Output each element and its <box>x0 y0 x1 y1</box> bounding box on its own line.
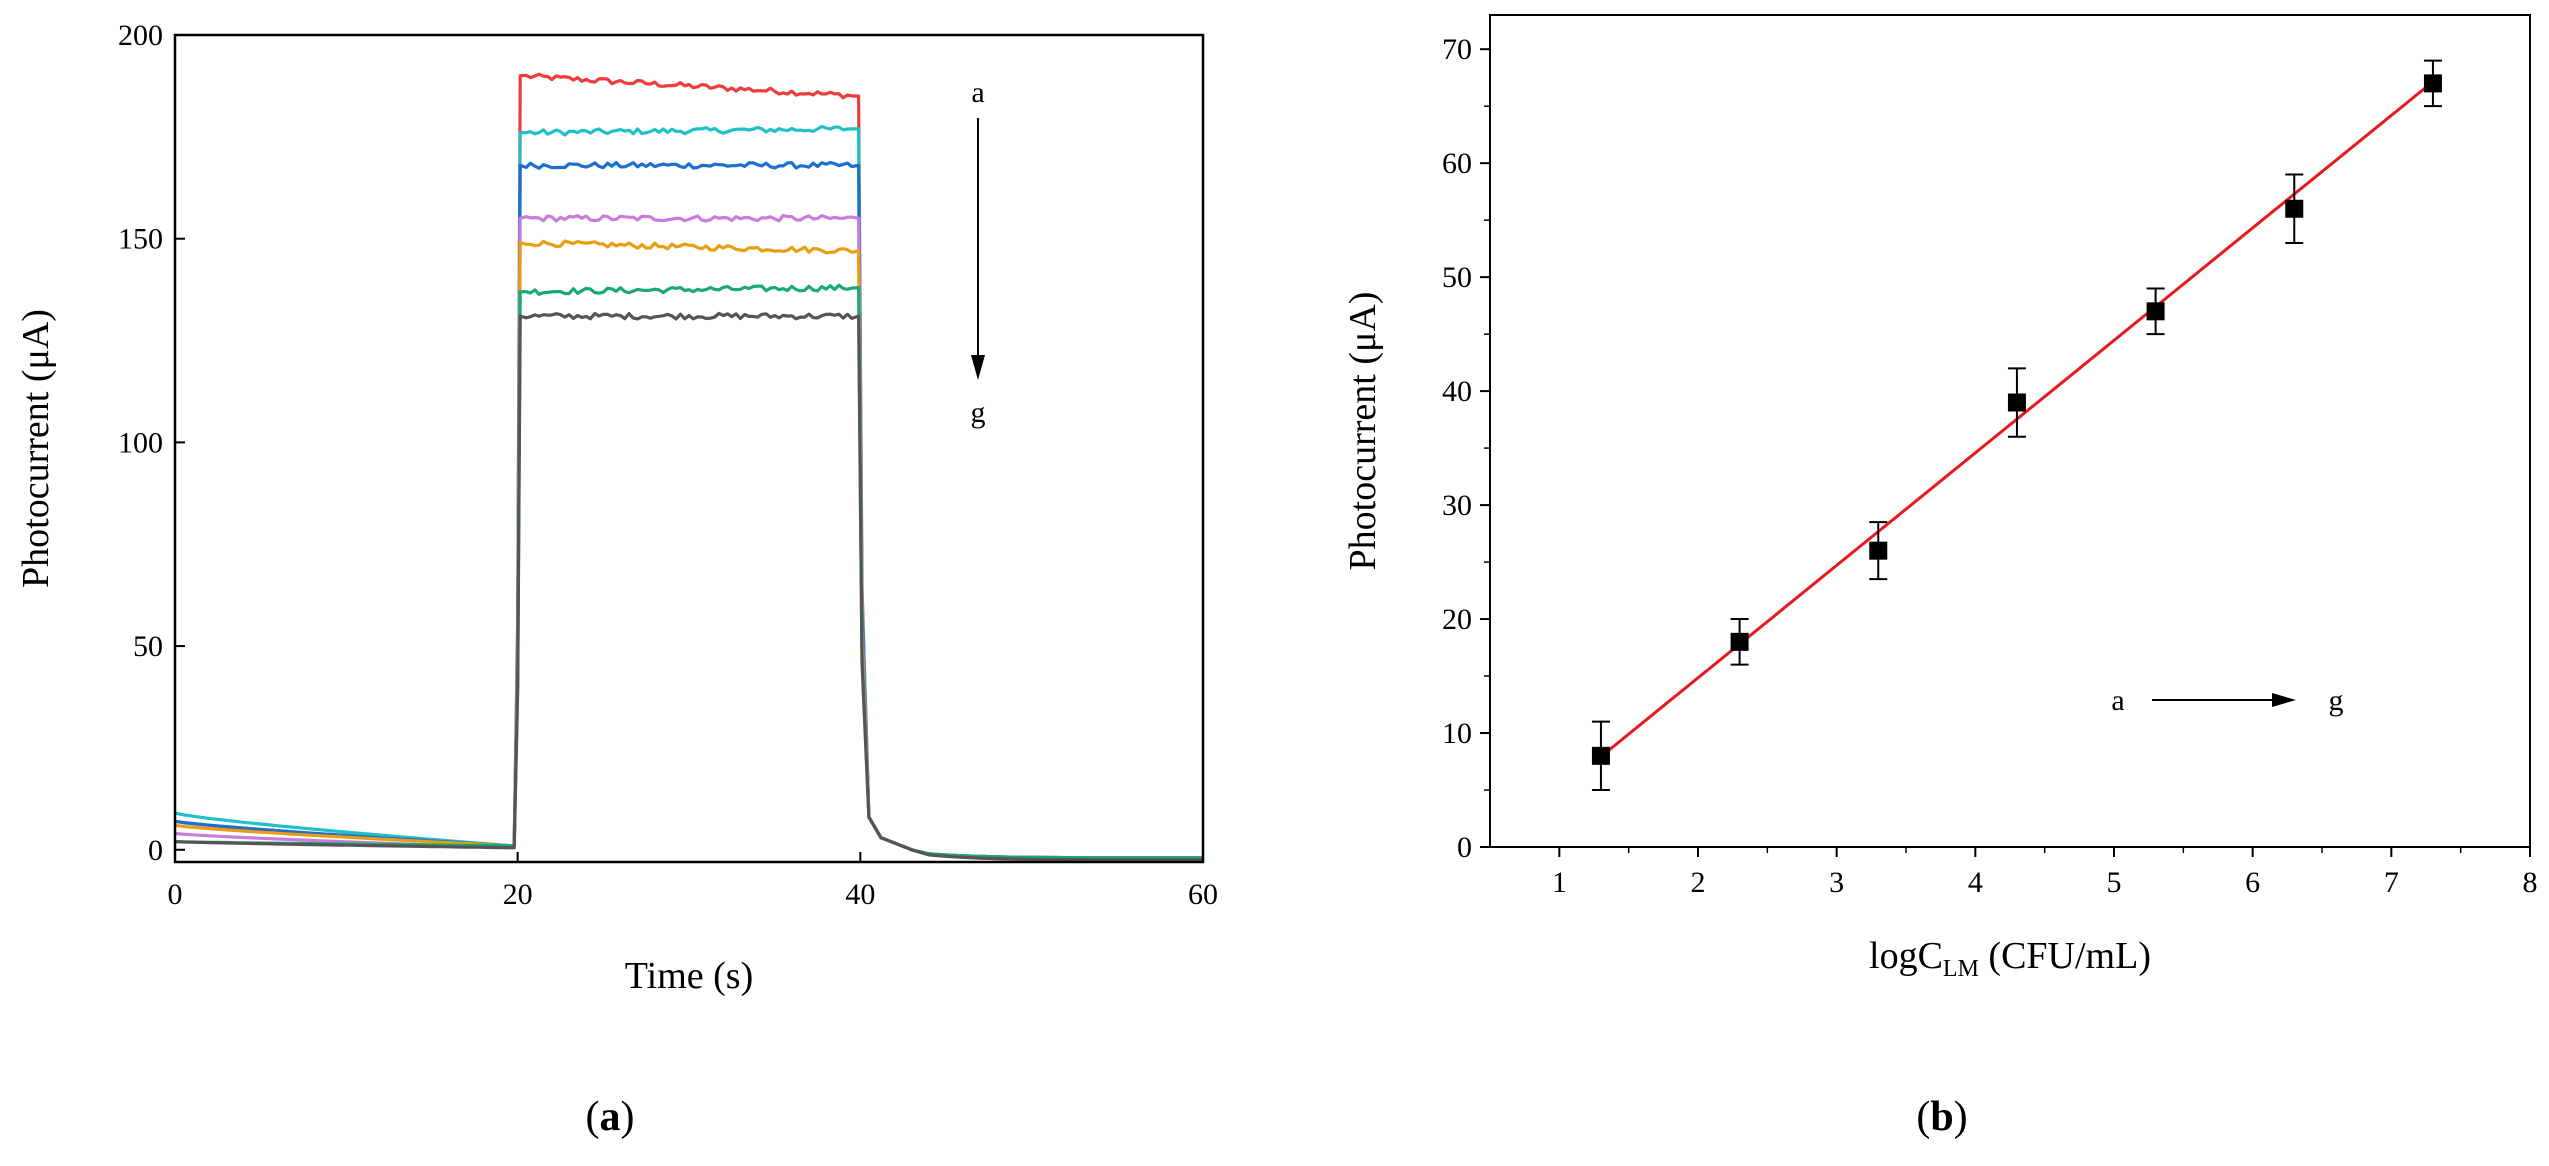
chart-b-ticks: 1 2 3 4 5 6 7 8 0 10 20 30 40 50 60 70 <box>1442 33 2538 899</box>
panel-a-label-open: ( <box>586 1094 600 1140</box>
chart-a-x-tick-label: 40 <box>845 878 875 911</box>
chart-b-data-point <box>2007 393 2026 412</box>
chart-a-x-tick-label: 0 <box>168 878 183 911</box>
chart-b-x-tick-label: 5 <box>2107 866 2122 899</box>
panel-a-label-close: ) <box>621 1094 635 1140</box>
chart-a-series-4-line <box>174 213 1203 862</box>
chart-b-data-point <box>1730 632 1749 651</box>
chart-a-y-tick-label: 100 <box>118 426 163 459</box>
chart-a-series-3-line <box>174 161 1203 860</box>
chart-b-y-tick-label: 50 <box>1442 261 1472 294</box>
chart-b-trend-arrow: a g <box>2111 684 2343 717</box>
chart-b-error-bars <box>1591 59 2442 792</box>
chart-a-x-axis-label: Time (s) <box>625 955 753 997</box>
chart-b-y-tick-label: 60 <box>1442 147 1472 180</box>
chart-b-x-tick-label: 7 <box>2384 866 2399 899</box>
chart-b-x-tick-label: 6 <box>2245 866 2260 899</box>
chart-a-series-lines <box>174 72 1203 862</box>
chart-a-y-tick-label: 50 <box>133 630 163 663</box>
chart-a-series-5-line <box>174 239 1203 860</box>
chart-b-x-tick-label: 1 <box>1552 866 1567 899</box>
chart-b-x-tick-label: 8 <box>2523 866 2538 899</box>
panel-b-label: (b) <box>1916 1094 1967 1140</box>
chart-a-time-photocurrent: 0 20 40 60 0 50 100 150 200 Time (s) Photocurren… <box>15 19 1218 997</box>
chart-b-y-tick-label: 20 <box>1442 603 1472 636</box>
panel-b-label-letter: b <box>1930 1094 1953 1140</box>
chart-b-x-tick-label: 3 <box>1829 866 1844 899</box>
chart-b-plot-frame <box>1489 14 2531 848</box>
chart-b-data-point <box>2285 199 2304 218</box>
chart-b-data-points <box>1591 74 2442 765</box>
chart-b-y-tick-label: 0 <box>1457 831 1472 864</box>
chart-b-data-point <box>2423 74 2442 93</box>
chart-b-data-point <box>1591 746 1610 765</box>
chart-a-arrow-head <box>971 355 985 380</box>
chart-b-y-tick-label: 40 <box>1442 375 1472 408</box>
chart-b-y-tick-label: 30 <box>1442 489 1472 522</box>
chart-b-x-tick-label: 4 <box>1968 866 1983 899</box>
chart-b-y-axis-label: Photocurrent (μA) <box>1342 292 1384 571</box>
chart-b-x-tick-label: 2 <box>1691 866 1706 899</box>
chart-a-series-1-line <box>174 72 1203 860</box>
panel-a-label: (a) <box>586 1094 635 1140</box>
chart-b-x-axis-label: logCLM (CFU/mL) <box>1869 935 2151 982</box>
chart-a-trend-arrow: a g <box>971 76 986 429</box>
panel-b-label-close: ) <box>1954 1094 1968 1140</box>
chart-a-arrow-end-label: g <box>971 396 986 429</box>
chart-a-y-tick-label: 0 <box>148 834 163 867</box>
chart-b-x-axis-label-unit: (CFU/mL) <box>1979 935 2151 977</box>
chart-a-plot-frame <box>173 33 1205 864</box>
chart-a-x-tick-label: 20 <box>503 878 533 911</box>
chart-a-x-tick-label: 60 <box>1188 878 1218 911</box>
chart-a-arrow-start-label: a <box>971 76 984 109</box>
chart-a-series-7-line <box>174 311 1203 862</box>
chart-a-y-axis-label: Photocurrent (μA) <box>15 309 57 588</box>
chart-a-ticks: 0 20 40 60 0 50 100 150 200 <box>118 19 1218 911</box>
chart-b-x-axis-label-subscript: LM <box>1943 956 1979 982</box>
chart-b-arrow-start-label: a <box>2111 684 2124 717</box>
panel-a-label-letter: a <box>600 1094 621 1140</box>
chart-b-arrow-head <box>2272 693 2296 707</box>
panel-b-label-open: ( <box>1916 1094 1930 1140</box>
chart-b-data-point <box>2146 302 2165 321</box>
chart-a-y-tick-label: 150 <box>118 223 163 256</box>
chart-b-arrow-end-label: g <box>2329 684 2344 717</box>
chart-b-y-tick-label: 10 <box>1442 717 1472 750</box>
chart-b-x-axis-label-main: logC <box>1869 935 1943 977</box>
chart-a-series-2-line <box>174 124 1203 860</box>
chart-b-data-point <box>1869 541 1888 560</box>
chart-b-y-tick-label: 70 <box>1442 33 1472 66</box>
chart-a-series-6-line <box>174 283 1203 860</box>
chart-a-y-tick-label: 200 <box>118 19 163 52</box>
